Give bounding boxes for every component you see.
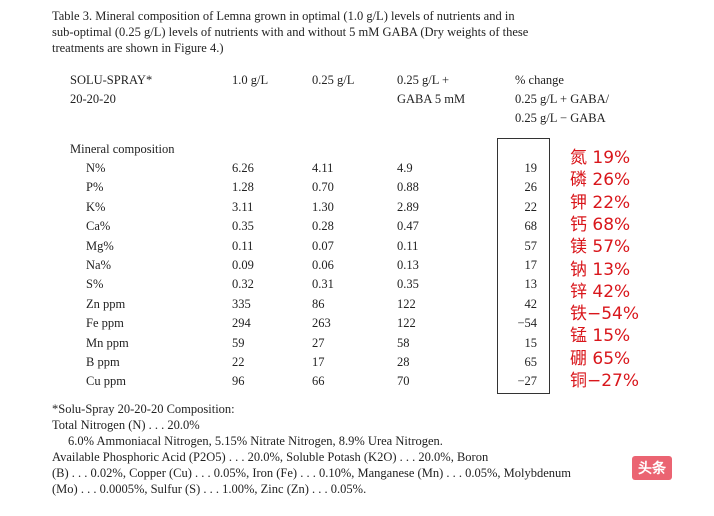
column-header: 20-20-20 <box>70 92 116 106</box>
cell: 0.07 <box>312 238 334 253</box>
row-label: K% <box>86 199 106 214</box>
row-label: Na% <box>86 258 111 272</box>
cell: 4.11 <box>312 161 334 175</box>
row-label: Mn ppm <box>86 335 129 350</box>
cell: 0.47 <box>397 219 419 234</box>
cell: 26 <box>524 180 538 195</box>
row-label: B ppm <box>86 355 120 369</box>
row-label: Cu ppm <box>86 374 126 389</box>
cell: 66 <box>312 374 325 389</box>
cell: 86 <box>312 296 325 311</box>
cell: 0.13 <box>397 258 419 272</box>
column-header: 0.25 g/L − GABA <box>515 111 606 125</box>
cell: 0.35 <box>397 277 419 292</box>
cell: −54 <box>517 316 537 331</box>
cell: 22 <box>524 199 538 214</box>
column-header: 1.0 g/L <box>232 73 269 87</box>
column-header: 0.25 g/L + <box>397 73 450 87</box>
cell: 19 <box>524 161 538 175</box>
cell: 27 <box>312 335 325 350</box>
cell: 65 <box>524 355 538 369</box>
cell: 122 <box>397 296 416 311</box>
cell: 96 <box>232 374 245 389</box>
row-label: Zn ppm <box>86 296 126 311</box>
cell: 0.11 <box>397 238 419 253</box>
cell: 0.88 <box>397 180 419 195</box>
row-label: Mg% <box>86 238 114 253</box>
footnote-line: *Solu-Spray 20-20-20 Composition: <box>52 402 235 416</box>
cell: 263 <box>312 316 331 331</box>
annotation: 锰 15% <box>570 326 631 347</box>
cell: 3.11 <box>232 199 254 214</box>
cell: 122 <box>397 316 416 331</box>
annotation: 锌 42% <box>570 281 631 302</box>
cell: 13 <box>524 277 538 292</box>
cell: 0.70 <box>312 180 334 195</box>
cell: 22 <box>232 355 245 369</box>
annotation: 磷 26% <box>570 170 631 191</box>
cell: 17 <box>312 355 325 369</box>
cell: 1.30 <box>312 199 334 214</box>
footnote-line: 6.0% Ammoniacal Nitrogen, 5.15% Nitrate … <box>68 434 443 448</box>
cell: 1.28 <box>232 180 254 195</box>
cell: −27 <box>517 374 537 389</box>
annotation: 钾 22% <box>570 192 631 213</box>
cell: 0.32 <box>232 277 254 292</box>
cell: 70 <box>397 374 410 389</box>
cell: 6.26 <box>232 161 254 175</box>
caption-line: treatments are shown in Figure 4.) <box>52 41 224 55</box>
caption-line: Table 3. Mineral composition of Lemna gr… <box>52 9 515 23</box>
footnote-line: Available Phosphoric Acid (P2O5) . . . 2… <box>52 450 489 464</box>
cell: 68 <box>524 219 538 234</box>
column-header: 0.25 g/L <box>312 73 355 87</box>
row-label: S% <box>86 277 104 292</box>
footnote-line: (Mo) . . . 0.0005%, Sulfur (S) . . . 1.0… <box>52 482 367 496</box>
column-header: 0.25 g/L + GABA/ <box>515 92 610 106</box>
column-header: % change <box>515 73 564 87</box>
row-label: N% <box>86 161 106 175</box>
section-label: Mineral composition <box>70 142 175 156</box>
cell: 59 <box>232 335 245 350</box>
cell: 0.09 <box>232 258 254 272</box>
caption-line: sub-optimal (0.25 g/L) levels of nutrien… <box>52 25 529 39</box>
cell: 2.89 <box>397 199 419 214</box>
cell: 294 <box>232 316 251 331</box>
cell: 15 <box>524 335 538 350</box>
cell: 17 <box>524 258 538 272</box>
cell: 4.9 <box>397 161 413 175</box>
cell: 335 <box>232 296 251 311</box>
annotation: 钠 13% <box>570 259 631 280</box>
annotation: 铜−27% <box>570 371 640 391</box>
row-label: Ca% <box>86 219 111 234</box>
column-header: GABA 5 mM <box>397 92 466 106</box>
annotation: 镁 57% <box>570 237 631 258</box>
column-header: SOLU-SPRAY* <box>70 73 153 87</box>
annotation: 铁−54% <box>570 304 640 325</box>
row-label: Fe ppm <box>86 316 124 331</box>
cell: 28 <box>397 355 410 369</box>
annotation: 氮 19% <box>570 148 631 168</box>
annotation: 钙 68% <box>570 214 631 235</box>
footnote-line: (B) . . . 0.02%, Copper (Cu) . . . 0.05%… <box>52 466 572 480</box>
footnote-line: Total Nitrogen (N) . . . 20.0% <box>52 418 200 432</box>
cell: 0.28 <box>312 219 334 234</box>
cell: 58 <box>397 335 410 350</box>
cell: 42 <box>524 296 538 311</box>
cell: 0.06 <box>312 258 334 272</box>
row-label: P% <box>86 180 104 195</box>
cell: 0.35 <box>232 219 254 234</box>
annotation: 硼 65% <box>570 348 631 369</box>
watermark: 头条 <box>632 456 672 480</box>
cell: 0.31 <box>312 277 334 292</box>
cell: 0.11 <box>232 238 254 253</box>
highlight-box <box>497 138 550 394</box>
cell: 57 <box>524 238 538 253</box>
